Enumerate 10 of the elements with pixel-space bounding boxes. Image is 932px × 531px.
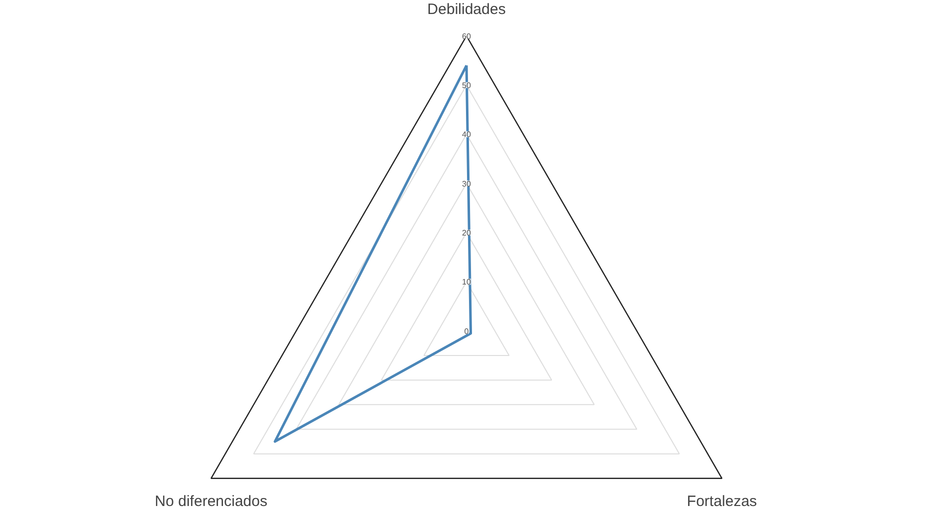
- y-tick-label: 30: [462, 179, 472, 188]
- y-tick-label: 0: [464, 326, 470, 336]
- y-tick-label: 40: [462, 130, 472, 140]
- y-tick-label: 60: [462, 32, 472, 41]
- y-tick-label: 20: [462, 228, 472, 238]
- spoke-label: Fortalezas: [686, 493, 757, 510]
- y-tick-label: 10: [462, 278, 472, 287]
- spoke-label: Debilidades: [427, 1, 506, 18]
- y-tick-label: 50: [462, 81, 472, 90]
- spoke-label: No diferenciados: [154, 493, 268, 510]
